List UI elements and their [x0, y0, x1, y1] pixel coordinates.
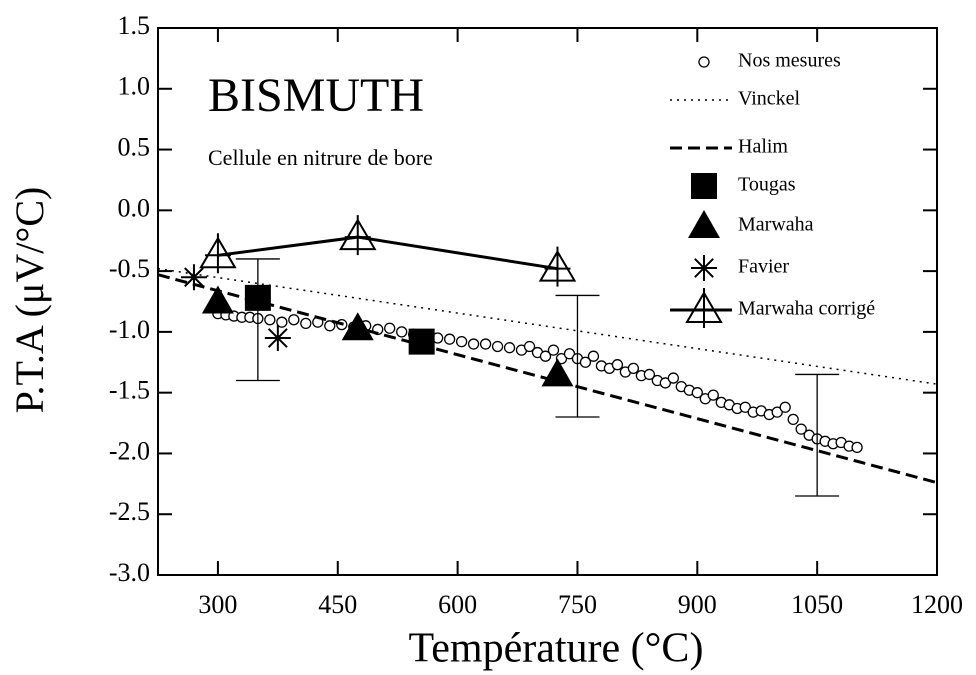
legend-label: Halim	[738, 136, 788, 158]
legend-label: Marwaha	[738, 214, 814, 236]
point	[579, 356, 592, 368]
point	[707, 389, 719, 401]
point	[300, 317, 312, 330]
legend-label: Marwaha corrigé	[738, 298, 875, 320]
point	[659, 377, 671, 389]
point	[341, 312, 374, 341]
point	[771, 406, 783, 418]
point	[643, 368, 656, 381]
point	[627, 362, 640, 375]
point	[779, 401, 791, 413]
y-tick-label: 0.5	[118, 133, 151, 162]
point	[276, 316, 288, 328]
point	[538, 246, 577, 287]
point	[199, 233, 237, 274]
point	[408, 328, 435, 355]
series-line	[158, 267, 937, 385]
error-bar	[235, 258, 280, 382]
point	[739, 401, 751, 413]
error-bar	[555, 294, 600, 418]
point	[795, 423, 807, 435]
point	[384, 322, 396, 334]
y-tick-label: -2.5	[109, 497, 150, 526]
legend-label: Tougas	[738, 174, 796, 196]
series-line	[217, 235, 558, 271]
y-tick-label: -3.0	[109, 558, 150, 587]
x-tick-label: 600	[438, 590, 477, 619]
chart-title: BISMUTH	[208, 69, 424, 122]
x-tick-label: 750	[558, 590, 597, 619]
legend-marker	[685, 288, 723, 328]
point	[587, 350, 600, 362]
point	[539, 350, 552, 362]
y-tick-label: -0.5	[109, 254, 150, 283]
legend-marker	[691, 173, 717, 199]
point	[503, 342, 516, 354]
point	[787, 413, 799, 426]
legend-label: Vinckel	[738, 88, 801, 110]
y-tick-label: -1.0	[109, 315, 150, 344]
point	[547, 344, 560, 356]
point	[467, 338, 480, 350]
legend-marker	[698, 56, 710, 68]
point	[264, 314, 276, 326]
point	[851, 441, 863, 454]
point	[491, 340, 504, 353]
legend-label: Favier	[738, 256, 789, 278]
x-tick-label: 1050	[791, 590, 843, 619]
point	[691, 387, 703, 399]
point	[541, 358, 574, 387]
x-tick-label: 300	[198, 590, 237, 619]
plot-frame	[157, 27, 938, 576]
y-tick-label: -2.0	[109, 436, 150, 465]
point	[264, 324, 291, 351]
error-bar	[795, 373, 840, 497]
x-tick-label: 450	[318, 590, 357, 619]
legend-marker	[691, 255, 717, 281]
legend-label: Nos mesures	[738, 50, 841, 72]
point	[523, 340, 536, 353]
point	[611, 359, 624, 371]
point	[479, 338, 492, 350]
point	[667, 372, 679, 384]
point	[201, 285, 234, 314]
point	[396, 326, 408, 338]
y-axis-label: P.T.A (μV/°C)	[7, 187, 52, 414]
legend-marker	[688, 210, 720, 238]
point	[324, 320, 336, 332]
y-tick-label: 0.0	[118, 193, 151, 222]
x-tick-label: 1200	[911, 590, 963, 619]
chart-subtitle: Cellule en nitrure de bore	[208, 145, 433, 170]
y-tick-label: -1.5	[109, 376, 150, 405]
point	[455, 335, 468, 348]
point	[443, 333, 456, 345]
y-tick-label: 1.5	[118, 11, 151, 40]
x-axis-label: Température (°C)	[409, 626, 704, 672]
point	[338, 215, 377, 256]
point	[180, 264, 207, 291]
point	[288, 314, 300, 326]
point	[563, 348, 576, 360]
y-tick-label: 1.0	[118, 72, 151, 101]
x-tick-label: 900	[678, 590, 717, 619]
